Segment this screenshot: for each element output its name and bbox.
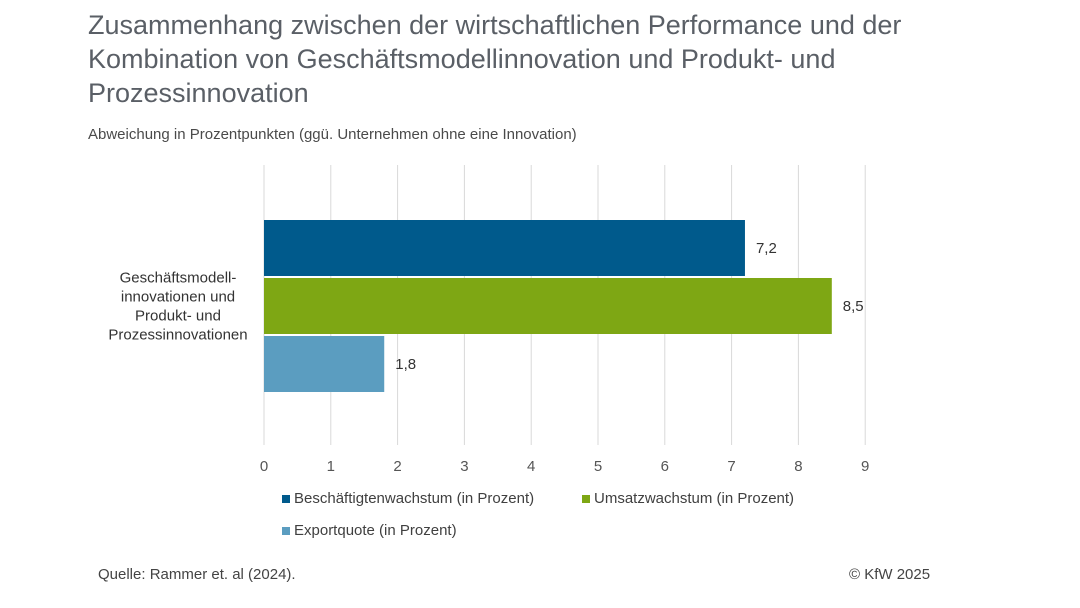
bar-1 bbox=[264, 220, 745, 276]
legend-label: Exportquote (in Prozent) bbox=[294, 522, 457, 539]
x-tick-label: 8 bbox=[794, 458, 802, 475]
bar-3 bbox=[264, 336, 385, 392]
legend-item-umsatzwachstum: Umsatzwachstum (in Prozent) bbox=[582, 490, 794, 507]
category-label-line: Prozessinnovationen bbox=[108, 327, 247, 344]
chart-title: Zusammenhang zwischen der wirtschaftlich… bbox=[88, 10, 902, 108]
x-tick-label: 6 bbox=[661, 458, 669, 475]
category-label-line: Produkt- und bbox=[135, 308, 221, 325]
source-note: Quelle: Rammer et. al (2024). bbox=[98, 566, 296, 583]
category-axis: Geschäftsmodell-innovationen und Produkt-… bbox=[108, 270, 247, 344]
legend-swatch bbox=[282, 526, 290, 535]
legend-item-beschaeftigtenwachstum: Beschäftigtenwachstum (in Prozent) bbox=[282, 490, 534, 507]
x-tick-label: 7 bbox=[727, 458, 735, 475]
x-tick-label: 2 bbox=[393, 458, 401, 475]
data-label: 8,5 bbox=[843, 298, 864, 315]
copyright: © KfW 2025 bbox=[849, 566, 931, 583]
x-tick-label: 9 bbox=[861, 458, 869, 475]
legend-swatch bbox=[582, 494, 590, 503]
legend-item-exportquote: Exportquote (in Prozent) bbox=[282, 522, 457, 539]
x-tick-label: 4 bbox=[527, 458, 535, 475]
legend-swatch bbox=[282, 494, 290, 503]
x-axis-ticks: 0 1 2 3 4 5 6 7 8 9 bbox=[260, 458, 870, 475]
bars bbox=[264, 220, 832, 392]
data-labels: 7,2 8,5 1,8 bbox=[395, 240, 863, 373]
category-label-line: innovationen und bbox=[121, 289, 235, 306]
x-tick-label: 3 bbox=[460, 458, 468, 475]
x-tick-label: 5 bbox=[594, 458, 602, 475]
x-tick-label: 1 bbox=[327, 458, 335, 475]
bar-2 bbox=[264, 278, 832, 334]
legend-label: Beschäftigtenwachstum (in Prozent) bbox=[294, 490, 535, 507]
chart-subtitle: Abweichung in Prozentpunkten (ggü. Unter… bbox=[88, 126, 577, 143]
legend-label: Umsatzwachstum (in Prozent) bbox=[594, 490, 795, 507]
category-label-line: Geschäftsmodell- bbox=[120, 270, 237, 287]
data-label: 7,2 bbox=[756, 240, 777, 257]
data-label: 1,8 bbox=[395, 356, 416, 373]
x-tick-label: 0 bbox=[260, 458, 268, 475]
